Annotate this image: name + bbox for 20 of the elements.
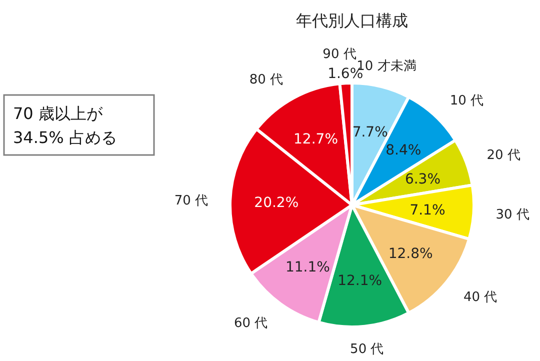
data-label: 7.1% — [410, 202, 446, 219]
slice-label: 10 代 — [450, 93, 484, 108]
text: 70 歳以上が 34.5% 占める — [13, 104, 117, 147]
data-label: 8.4% — [386, 142, 422, 159]
slice-label: 60 代 — [234, 316, 268, 331]
slice-label: 40 代 — [464, 290, 498, 306]
slice-label: 20 代 — [486, 148, 520, 164]
data-label: 12.1% — [338, 273, 382, 290]
slice-label: 80 代 — [249, 72, 284, 88]
slice-label: 30 代 — [496, 208, 530, 223]
data-label: 12.8% — [388, 246, 433, 262]
data-label: 6.3% — [404, 171, 441, 188]
data-label: 11.1% — [285, 259, 330, 276]
data-label: 7.7% — [352, 124, 388, 141]
slice-label: 70 代 — [174, 194, 208, 209]
chart-title: 年代別人口構成 — [296, 11, 408, 30]
slice-label: 90 代 — [322, 47, 356, 62]
data-label: 12.7% — [294, 132, 338, 148]
data-label: 20.2% — [254, 195, 299, 212]
slice-label: 50 代 — [350, 342, 384, 358]
